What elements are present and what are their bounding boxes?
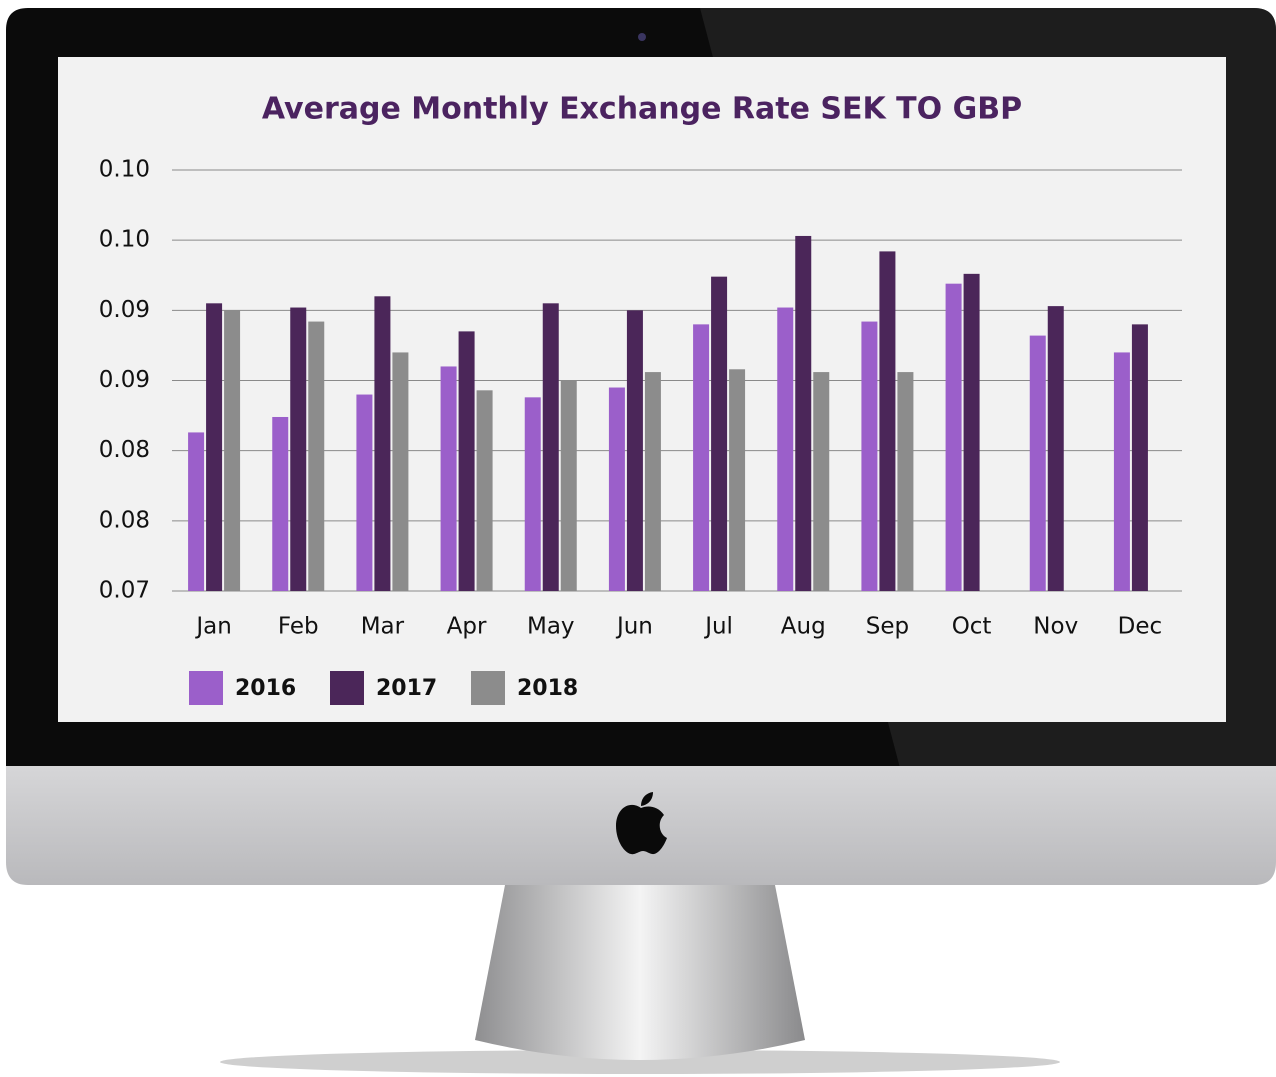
- bar: [561, 381, 577, 592]
- bar: [1048, 306, 1064, 591]
- y-tick-label: 0.08: [99, 437, 150, 463]
- bar: [308, 322, 324, 591]
- bar: [693, 324, 709, 591]
- chart-title: Average Monthly Exchange Rate SEK TO GBP: [262, 92, 1022, 127]
- legend-swatch: [189, 671, 223, 705]
- bar: [206, 303, 222, 591]
- bar: [441, 366, 457, 591]
- bar: [627, 310, 643, 591]
- bar: [543, 303, 559, 591]
- bar: [946, 284, 962, 591]
- x-tick-label: Sep: [866, 614, 909, 640]
- page: Average Monthly Exchange Rate SEK TO GBP…: [0, 0, 1276, 1077]
- x-tick-label: Aug: [781, 614, 826, 640]
- bar: [374, 296, 390, 591]
- y-tick-label: 0.09: [99, 367, 150, 393]
- camera: [638, 33, 646, 41]
- y-tick-label: 0.10: [99, 227, 150, 253]
- bar: [477, 390, 493, 591]
- y-tick-label: 0.09: [99, 297, 150, 323]
- bar: [795, 236, 811, 591]
- x-tick-label: Apr: [447, 614, 487, 640]
- x-tick-label: Jan: [194, 614, 231, 640]
- bar: [609, 388, 625, 591]
- y-tick-label: 0.10: [99, 157, 150, 183]
- stand: [475, 885, 805, 1060]
- legend-swatch: [471, 671, 505, 705]
- bar: [459, 331, 475, 591]
- legend-swatch: [330, 671, 364, 705]
- y-tick-label: 0.08: [99, 507, 150, 533]
- bar: [729, 369, 745, 591]
- bar: [711, 277, 727, 591]
- x-tick-label: May: [527, 614, 575, 640]
- x-tick-label: Jul: [703, 614, 733, 640]
- bar: [290, 308, 306, 591]
- x-tick-label: Mar: [361, 614, 405, 640]
- bar: [897, 372, 913, 591]
- bar: [224, 310, 240, 591]
- bar: [813, 372, 829, 591]
- x-tick-label: Jun: [615, 614, 653, 640]
- bar: [272, 417, 288, 591]
- bar: [861, 322, 877, 591]
- bar: [777, 308, 793, 591]
- x-tick-label: Dec: [1118, 614, 1163, 640]
- legend-label: 2017: [376, 676, 437, 701]
- bar: [392, 352, 408, 591]
- x-tick-label: Nov: [1033, 614, 1078, 640]
- bar: [964, 274, 980, 591]
- bar: [356, 395, 372, 591]
- bar: [525, 397, 541, 591]
- bar: [879, 251, 895, 591]
- legend-label: 2018: [517, 676, 578, 701]
- x-tick-label: Oct: [952, 614, 992, 640]
- y-tick-label: 0.07: [99, 578, 150, 604]
- bar: [645, 372, 661, 591]
- bar: [1132, 324, 1148, 591]
- bar: [188, 432, 204, 591]
- x-tick-label: Feb: [278, 614, 319, 640]
- bar: [1114, 352, 1130, 591]
- legend-label: 2016: [235, 676, 296, 701]
- chart: Average Monthly Exchange Rate SEK TO GBP…: [0, 0, 1276, 1077]
- bar: [1030, 336, 1046, 591]
